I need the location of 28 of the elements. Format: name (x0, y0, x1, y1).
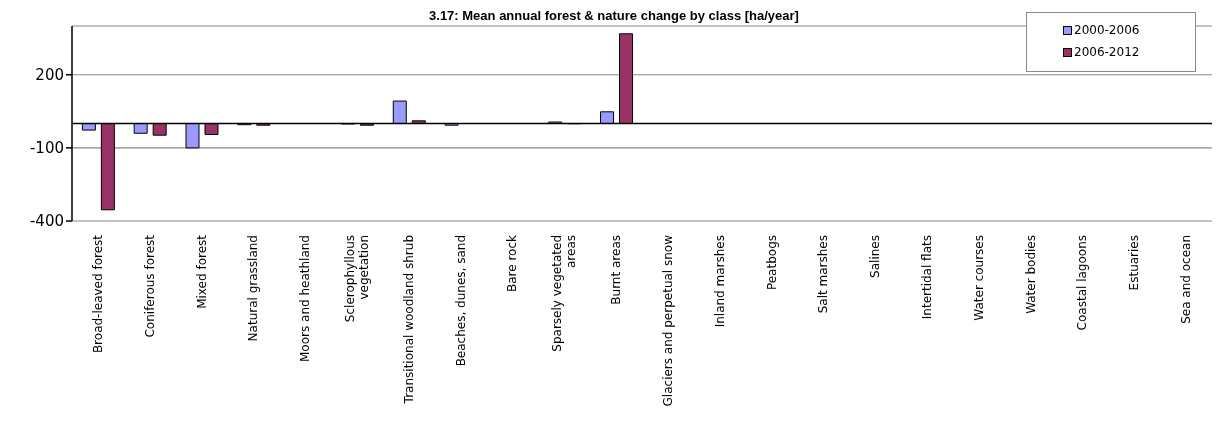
x-tick-label: Intertidal flats (920, 235, 934, 320)
x-tick-label: Transitional woodland shrub (401, 235, 416, 405)
y-tick-label: 200 (35, 66, 64, 85)
x-tick-label: Beaches, dunes, sand (453, 235, 468, 367)
x-tick-label: Bare rock (505, 234, 520, 293)
x-tick-label: Glaciers and perpetual snow (660, 234, 675, 407)
x-tick-label: Peatbogs (764, 235, 779, 291)
x-tick-label: Broad-leaved forest (90, 234, 105, 354)
x-tick-label: Salines (868, 235, 883, 278)
x-tick-label: Inland marshes (712, 235, 727, 328)
y-tick-label: -100 (29, 139, 64, 158)
chart-title: 3.17: Mean annual forest & nature change by class [ha/year] (428, 8, 800, 23)
x-tick-label: Natural grassland (246, 235, 261, 342)
x-tick-label: Salt marshes (816, 235, 831, 314)
x-tick-label: Water courses (971, 235, 986, 321)
x-tick-label: Coniferous forest (142, 234, 157, 338)
x-tick-label: Mixed forest (194, 234, 209, 309)
legend-label: 2000-2006 (1074, 23, 1140, 37)
x-tick-label: Coastal lagoons (1075, 235, 1090, 331)
legend-label: 2006-2012 (1074, 45, 1140, 59)
x-tick-label: Water bodies (1023, 235, 1038, 314)
x-tick-label: Sea and ocean (1179, 235, 1194, 324)
x-tick-label: Moors and heathland (298, 235, 313, 362)
x-tick-label: Sclerophyllous vegetation (343, 235, 371, 323)
x-tick-label: Burnt areas (609, 235, 624, 305)
x-tick-label: Estuaries (1127, 235, 1142, 291)
y-tick-label: -400 (29, 212, 64, 231)
x-tick-label: Sparsely vegetated areas (550, 235, 579, 352)
